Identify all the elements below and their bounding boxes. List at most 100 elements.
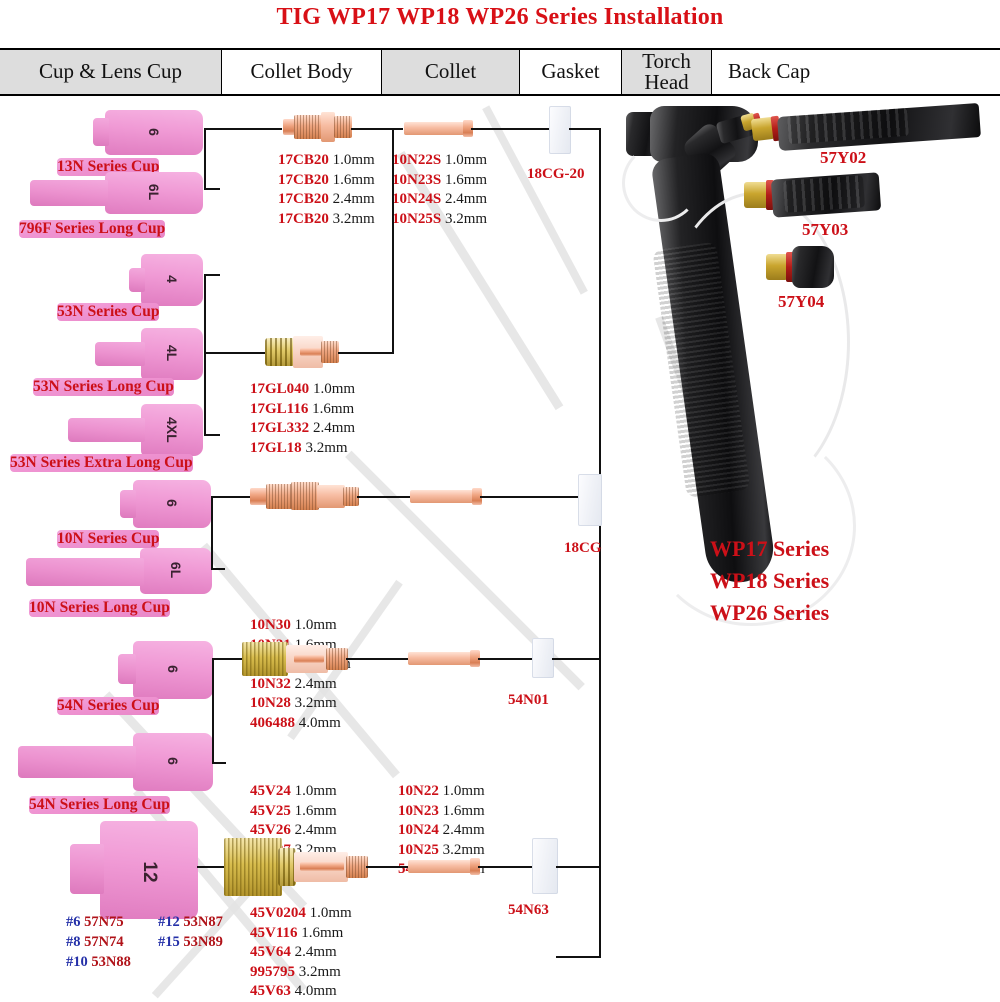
page-title: TIG WP17 WP18 WP26 Series Installation xyxy=(276,4,724,30)
cup-index-row: #15 53N89 xyxy=(158,934,223,950)
header-cell-torch-head: Torch Head xyxy=(622,50,712,94)
cup-size-label: 12 xyxy=(139,861,160,883)
spec-line: 17CB20 3.2mm xyxy=(278,210,375,227)
bracket-stub-g4-a xyxy=(212,658,226,660)
cup-54n-long-neck xyxy=(18,746,136,778)
bracket-stub-g2-a xyxy=(204,274,220,276)
collet-body-10n30-thread1 xyxy=(266,484,292,509)
connector-collet-to-gasket-g3 xyxy=(480,496,580,498)
gasket-label-54n63: 54N63 xyxy=(508,902,549,918)
collet-body-17gl-copper-thread xyxy=(321,341,339,363)
spec-line: 995795 3.2mm xyxy=(250,963,341,980)
spec-line: 10N24S 2.4mm xyxy=(392,191,488,208)
back-cap-57y03-flutes xyxy=(782,175,866,213)
spec-line: 45V24 1.0mm xyxy=(250,783,337,799)
bracket-stub-g2-b xyxy=(204,352,220,354)
cup-size-label: 4 xyxy=(164,275,180,283)
cup-54n-long-size-holder: 6 xyxy=(133,733,213,791)
collet-body-45v24-copper-inner xyxy=(294,655,324,663)
connector-body-to-collet-g5 xyxy=(366,866,410,868)
bracket-stub-g3-a xyxy=(211,496,225,498)
header-cell-cup: Cup & Lens Cup xyxy=(0,50,222,94)
connector-cup-to-body-g3 xyxy=(223,496,253,498)
connector-gasket-to-trunk-g4 xyxy=(552,658,600,660)
spec-line: 17GL18 3.2mm xyxy=(250,439,348,456)
connector-body-to-colletcol-g2 xyxy=(338,352,394,354)
connector-gasket-to-trunk-g1 xyxy=(569,128,601,130)
cup-54n-series xyxy=(133,641,213,699)
collet-body-45v24-copper-thread xyxy=(326,648,348,670)
cup-54n-size-holder: 6 xyxy=(133,641,213,699)
cup-index-col-1: #6 57N75 #8 57N74 #10 53N88 xyxy=(66,912,131,972)
cup-index-row: #12 53N87 xyxy=(158,914,223,930)
spec-line: 17GL040 1.0mm xyxy=(250,381,356,397)
spec-line: 10N23 1.6mm xyxy=(398,802,485,819)
collet-body-specs-g5: 45V0204 1.0mm 45V116 1.6mm 45V64 2.4mm 9… xyxy=(250,904,352,1002)
collet-10n22s-body xyxy=(404,122,466,135)
gasket-54n63 xyxy=(532,838,558,894)
spec-line: 45V25 1.6mm xyxy=(250,802,337,819)
gasket-18cg xyxy=(578,474,602,526)
connector-gasket-to-trunk-g5 xyxy=(556,866,600,868)
cup-large-12-size-holder: 12 xyxy=(100,821,198,919)
cup-53n-size-holder: 4 xyxy=(141,254,203,306)
bracket-vertical-g2 xyxy=(204,274,206,436)
header-cell-gasket: Gasket xyxy=(520,50,622,94)
collet-body-45v0204-copper-inner xyxy=(300,862,344,871)
bracket-stub-g1-a xyxy=(204,128,220,130)
cup-size-label: 6 xyxy=(164,499,180,507)
connector-collet-to-gasket-g1 xyxy=(471,128,551,130)
connector-cup-to-body-g5 xyxy=(197,866,225,868)
collet-body-17cb20-tip xyxy=(283,119,295,135)
cup-label-796f: 796F Series Long Cup xyxy=(19,220,166,238)
header-cell-torch-head-line1: Torch Head xyxy=(642,48,691,94)
collet-body-17gl-brass-thread xyxy=(265,338,295,366)
spec-line: 17CB20 1.6mm xyxy=(278,171,375,188)
cup-label-54n-long: 54N Series Long Cup xyxy=(29,796,170,814)
spec-line: 17GL332 2.4mm xyxy=(250,420,356,437)
cup-index-row: #8 57N74 xyxy=(66,934,124,950)
cup-size-label: 6 xyxy=(146,127,162,136)
collet-body-17cb20-thread xyxy=(294,115,322,139)
cup-label-10n: 10N Series Cup xyxy=(57,530,160,548)
spec-line: 17GL116 1.6mm xyxy=(250,400,355,417)
cup-10n-size-holder: 6 xyxy=(133,480,211,528)
cup-10n-long-size-holder: 6L xyxy=(140,548,212,594)
cup-10n-long-neck xyxy=(26,558,144,586)
collet-plain-g5-body xyxy=(408,860,474,873)
collet-specs-g1: 10N22S 1.0mm 10N23S 1.6mm 10N24S 2.4mm 1… xyxy=(392,151,487,229)
gasket-label-54n01: 54N01 xyxy=(508,692,549,708)
spec-line: 17CB20 1.0mm xyxy=(278,152,375,168)
torch-series-label-wp17: WP17 Series xyxy=(710,536,830,561)
cup-53n-xl-size-holder: 4XL xyxy=(141,404,203,456)
cup-13n-neck xyxy=(93,118,109,146)
connector-cup-to-body-g1 xyxy=(218,128,282,130)
gasket-54n01 xyxy=(532,638,554,678)
cup-large-12-neck xyxy=(70,844,104,894)
cup-size-label: 6 xyxy=(165,757,181,765)
cup-53n-series-long xyxy=(141,328,203,380)
collet-body-17cb20-mid xyxy=(321,112,335,142)
cup-size-label: 4L xyxy=(164,344,180,362)
cup-label-53n-long: 53N Series Long Cup xyxy=(33,378,174,396)
header-cell-back-cap: Back Cap xyxy=(712,50,1000,94)
gas-hose-loop xyxy=(622,144,700,222)
cup-54n-neck xyxy=(118,654,136,684)
cup-13n-size-holder: 6 xyxy=(105,110,203,155)
back-cap-57y04-body xyxy=(792,246,834,288)
cup-size-label: 6L xyxy=(168,561,184,579)
cup-index-col-2: #12 53N87 #15 53N89 xyxy=(158,912,223,952)
gas-hose-curve-lower xyxy=(646,426,856,626)
cup-10n-series-long xyxy=(140,548,212,594)
spec-line: 10N30 1.0mm xyxy=(250,617,337,633)
bracket-vertical-g1 xyxy=(204,128,206,190)
connector-body-to-collet-g3 xyxy=(357,496,411,498)
spec-line: 10N32 2.4mm xyxy=(250,675,337,692)
collet-plain-g3-end xyxy=(472,488,482,505)
cup-label-54n: 54N Series Cup xyxy=(57,697,160,715)
spec-line: 45V63 4.0mm xyxy=(250,983,337,1000)
connector-body-to-collet-g1 xyxy=(351,128,403,130)
collet-10n22-end xyxy=(470,650,480,667)
collet-body-specs-g1: 17CB20 1.0mm 17CB20 1.6mm 17CB20 2.4mm 1… xyxy=(278,151,375,229)
torch-series-label-wp26: WP26 Series xyxy=(710,600,830,625)
